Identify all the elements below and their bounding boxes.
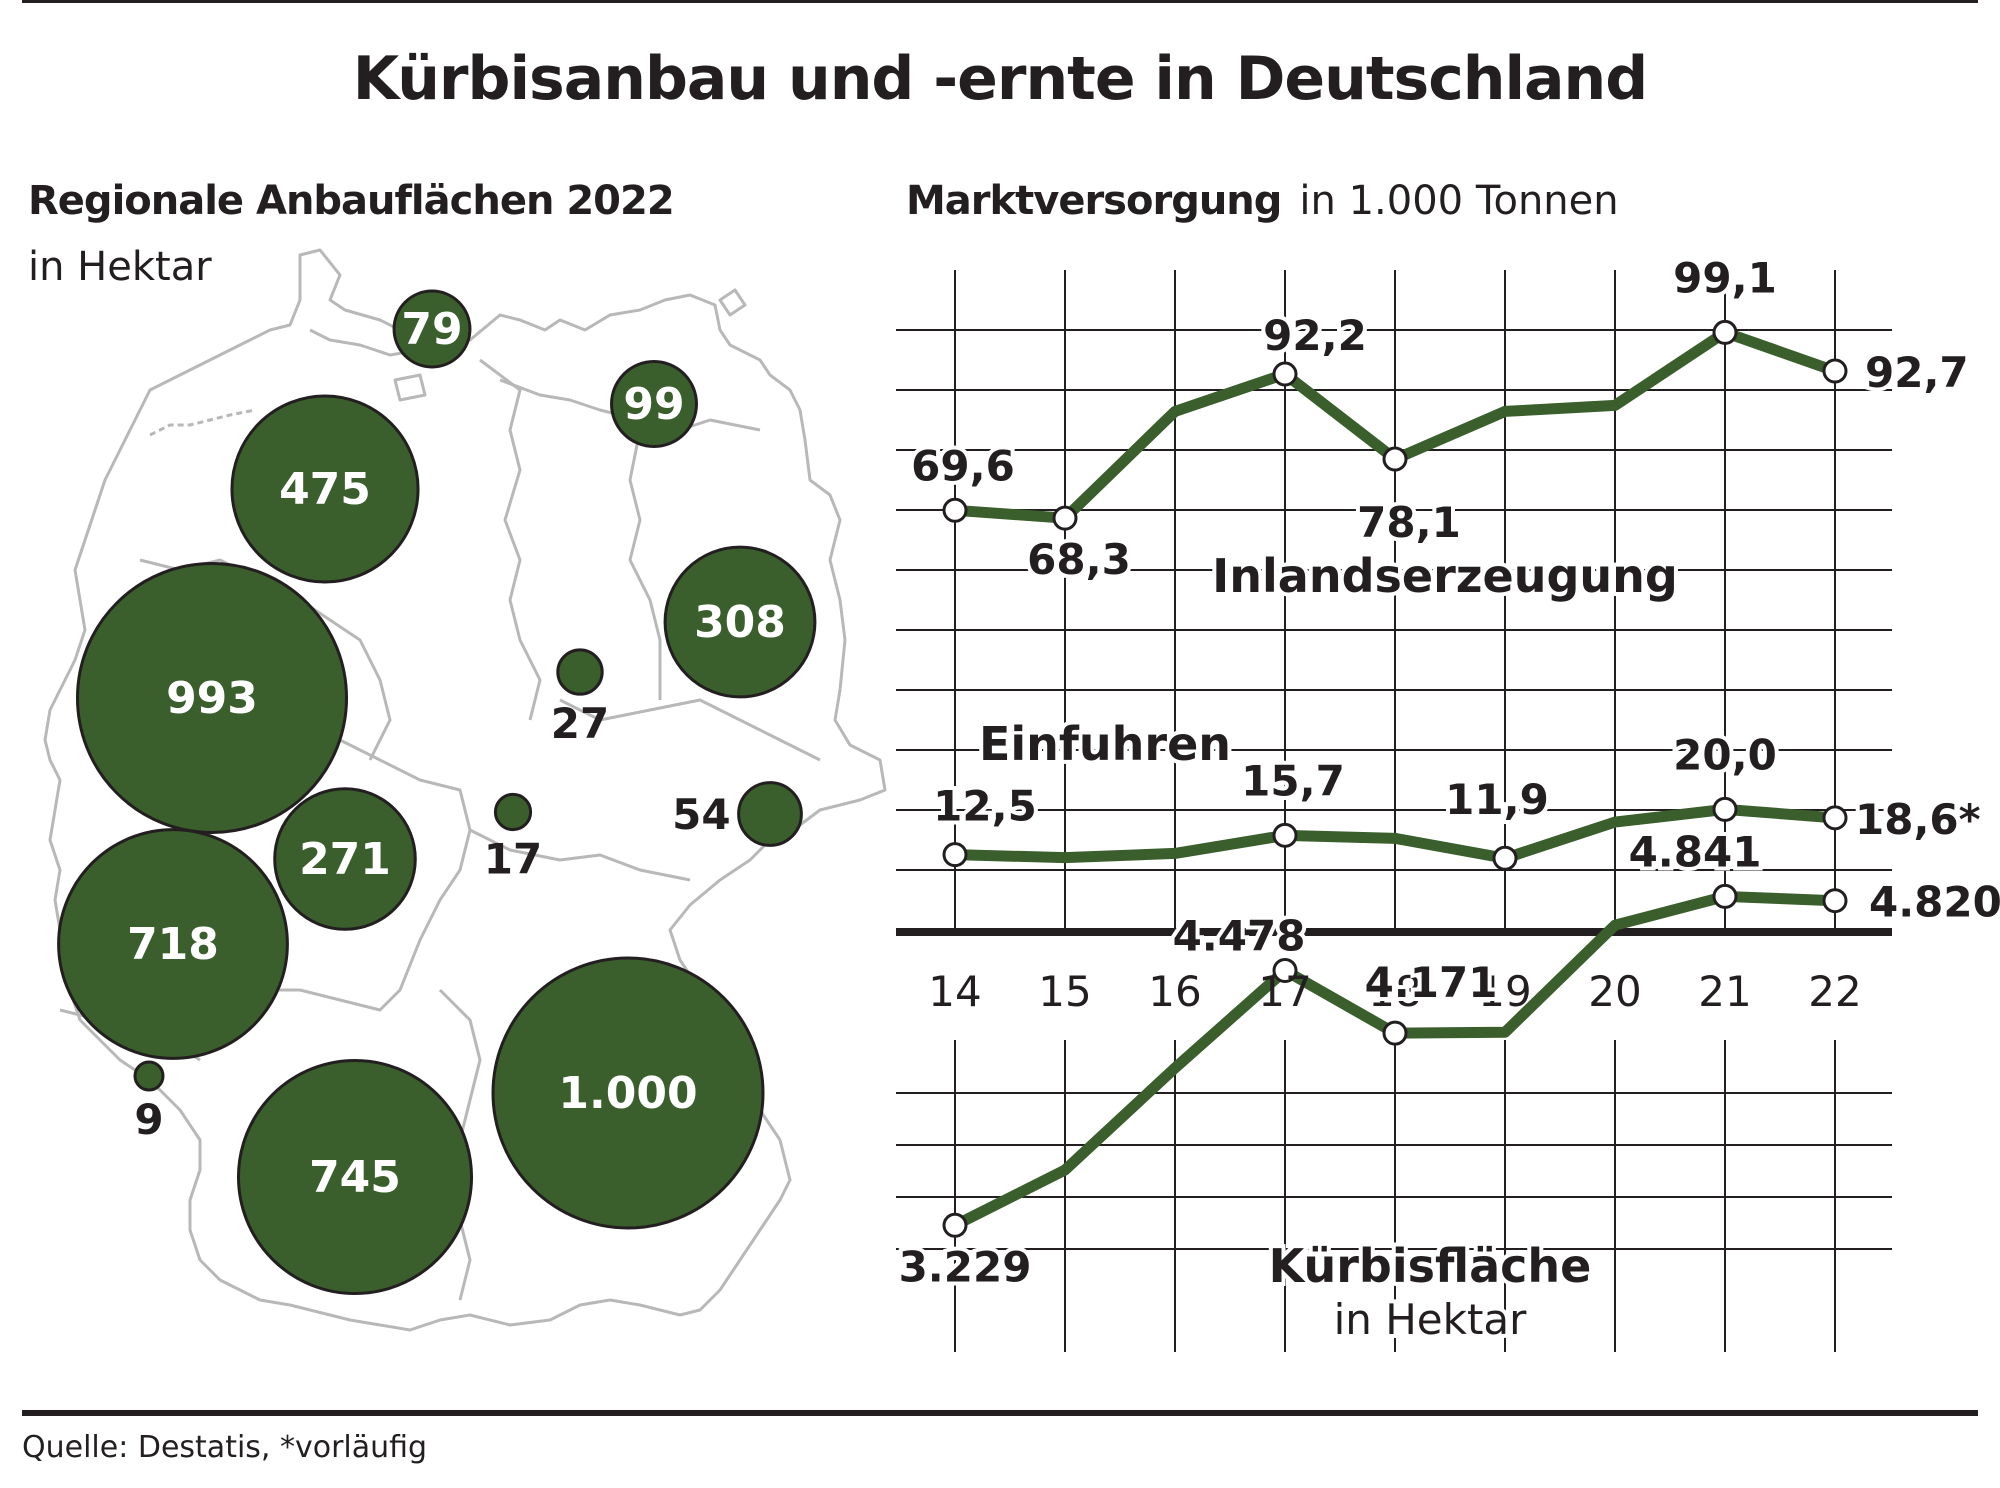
data-label: 18,6*: [1855, 795, 1981, 844]
border-city-hamburg: [393, 373, 427, 402]
region-bubble-27: [556, 648, 604, 696]
market-supply-chart: 14 15 16 17 18 19 20 21 22 69,668,3 92,2 78,1 99,1 92…: [895, 249, 2000, 1352]
data-label: 20,0: [1673, 730, 1777, 779]
data-point-marker: [1272, 822, 1298, 848]
data-label: 3.229: [899, 1242, 1032, 1291]
chart-lines: [942, 319, 1848, 1238]
data-point-marker: [1822, 358, 1848, 384]
data-point-marker: [1822, 888, 1848, 914]
top-rule: [22, 0, 1978, 3]
region-bubble-54: [737, 781, 803, 847]
region-bubble-718: [57, 828, 289, 1060]
data-point-marker: [942, 842, 968, 868]
border-th-by: [469, 828, 691, 882]
kuerbisflaeche-title: Kürbisfläche: [1269, 1239, 1592, 1293]
region-bubble-475: [230, 394, 420, 584]
data-label: 12,5: [933, 782, 1037, 831]
region-bubble-17: [493, 792, 533, 832]
data-label: 92,7: [1865, 348, 1969, 397]
data-point-marker: [942, 497, 968, 523]
germany-map: 79 99 475 308 993 27 271 17 54 718 9 745 1.000: [43, 248, 887, 1332]
chart-unit: in 1.000 Tonnen: [1299, 178, 1619, 224]
data-label: 11,9: [1445, 775, 1549, 824]
x-tick-label: 14: [928, 967, 981, 1016]
region-value-label: 718: [127, 919, 219, 970]
data-label: 4.841: [1629, 827, 1762, 876]
map-bubbles: 79 99 475 308 993 27 271 17 54 718 9 745 1.000: [57, 289, 817, 1296]
data-point-marker: [1822, 805, 1848, 831]
kuerbisflaeche-unit: in Hektar: [1334, 1295, 1528, 1344]
x-tick-label: 16: [1148, 967, 1201, 1016]
data-label: 4.171: [1365, 958, 1498, 1007]
region-value-label: 9: [134, 1095, 163, 1144]
region-bubble-9: [133, 1060, 165, 1092]
map-title: Regionale Anbauflächen 2022: [28, 178, 675, 224]
data-label: 68,3: [1027, 535, 1131, 584]
bottom-rule: [22, 1410, 1978, 1416]
region-value-label: 475: [279, 464, 371, 515]
region-value-label: 745: [309, 1152, 401, 1203]
region-bubble-99: [610, 360, 698, 448]
region-value-label: 54: [672, 790, 730, 839]
x-tick-label: 21: [1698, 967, 1751, 1016]
chart-title-label: Marktversorgung: [906, 178, 1282, 224]
region-bubble-271: [273, 787, 417, 931]
x-tick-label: 15: [1038, 967, 1091, 1016]
region-value-label: 99: [623, 379, 684, 430]
border-st-bb: [628, 429, 662, 700]
coast-north-sea: [149, 408, 256, 437]
region-value-label: 993: [166, 673, 258, 724]
border-ni-st: [479, 358, 542, 721]
main-title: Kürbisanbau und -ernte in Deutschland: [352, 44, 1648, 114]
region-value-label: 271: [299, 834, 391, 885]
data-point-marker: [1052, 505, 1078, 531]
region-value-label: 79: [401, 304, 462, 355]
coast-island: [718, 288, 747, 317]
series-name-einfuhren: Einfuhren: [979, 717, 1231, 771]
data-point-marker: [1382, 1020, 1408, 1046]
chart-text: 14 15 16 17 18 19 20 21 22 69,668,3 92,2 78,1 99,1 92…: [895, 249, 2000, 1348]
data-point-marker: [942, 1212, 968, 1238]
data-label: 78,1: [1357, 498, 1461, 547]
border-he: [299, 718, 472, 1012]
series-line-1: [949, 803, 1841, 864]
x-tick-label: 17: [1258, 967, 1311, 1016]
x-tick-label: 22: [1808, 967, 1861, 1016]
region-bubble-745: [236, 1058, 474, 1296]
data-point-marker: [1272, 957, 1298, 983]
data-label: 4.478: [1173, 911, 1306, 960]
data-label: 92,2: [1263, 311, 1367, 360]
data-point-marker: [1712, 883, 1738, 909]
region-value-label: 17: [484, 835, 542, 884]
series-name-inlandserzeugung: Inlandserzeugung: [1212, 549, 1678, 603]
region-value-label: 1.000: [558, 1068, 697, 1119]
data-label: 69,6: [911, 441, 1015, 490]
data-point-marker: [1272, 361, 1298, 387]
region-bubble-308: [663, 545, 817, 699]
x-tick-label: 20: [1588, 967, 1641, 1016]
region-bubble-79: [392, 289, 472, 369]
region-bubble-1000: [491, 956, 765, 1230]
chart-title: Marktversorgung in 1.000 Tonnen: [906, 178, 1619, 224]
data-label: 15,7: [1241, 756, 1345, 805]
chart-grid: [896, 270, 1892, 1352]
map-unit: in Hektar: [28, 244, 212, 290]
region-bubble-993: [75, 561, 349, 835]
data-label: 99,1: [1673, 253, 1777, 302]
border-th-sn: [559, 698, 821, 762]
region-value-label: 308: [694, 597, 786, 648]
data-point-marker: [1712, 319, 1738, 345]
data-point-marker: [1712, 796, 1738, 822]
x-tick-label: 18: [1368, 967, 1421, 1016]
data-label: 4.820: [1869, 878, 2000, 927]
data-point-marker: [1492, 845, 1518, 871]
source-note: Quelle: Destatis, *vorläufig: [22, 1430, 428, 1465]
data-point-marker: [1382, 446, 1408, 472]
country-outline: [43, 248, 887, 1332]
x-tick-label: 19: [1478, 967, 1531, 1016]
region-value-label: 27: [551, 699, 609, 748]
